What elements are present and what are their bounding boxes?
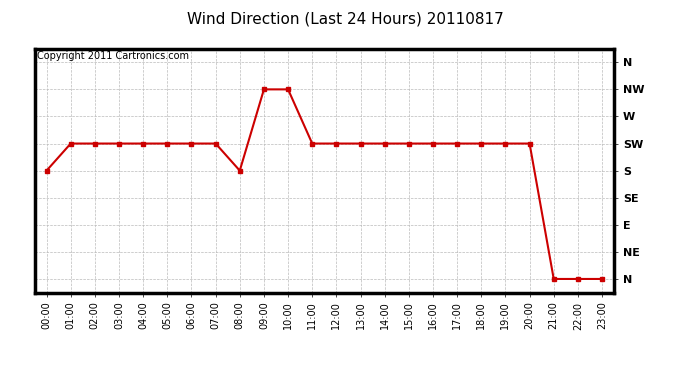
Text: Copyright 2011 Cartronics.com: Copyright 2011 Cartronics.com [37, 51, 189, 61]
Text: Wind Direction (Last 24 Hours) 20110817: Wind Direction (Last 24 Hours) 20110817 [186, 11, 504, 26]
